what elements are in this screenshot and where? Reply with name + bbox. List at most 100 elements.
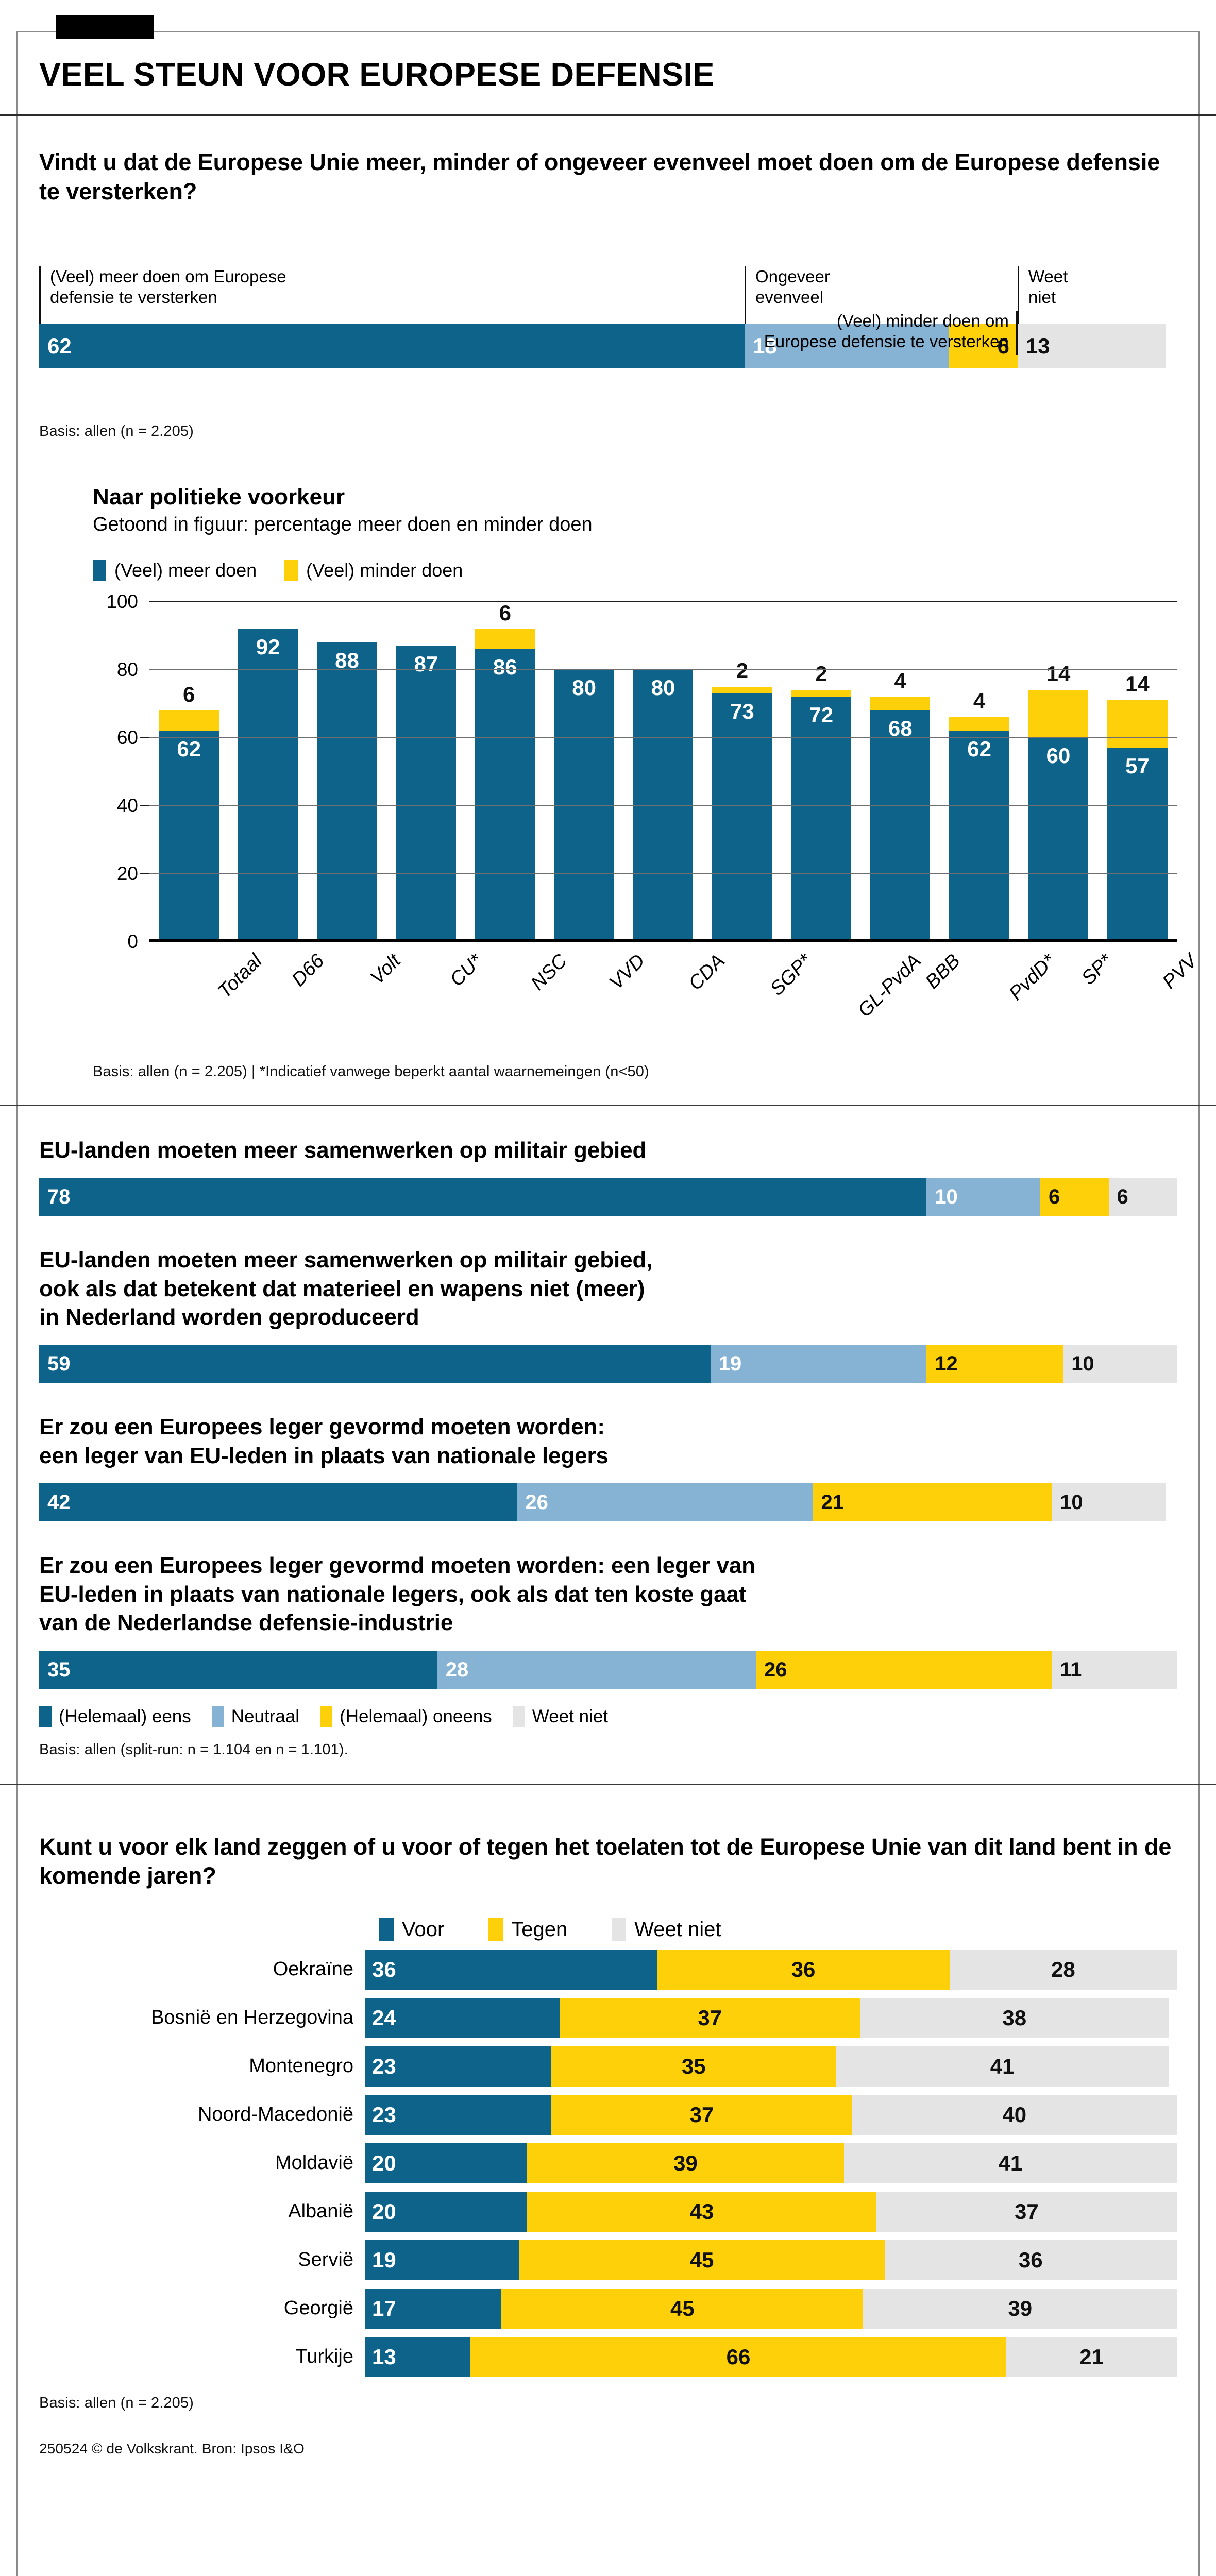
segment-eens: 42 xyxy=(39,1483,517,1522)
question-1-callouts: (Veel) meer doen om Europese defensie te… xyxy=(39,266,1177,324)
x-axis-label-cu: CU* xyxy=(446,950,487,991)
segment-voor: 20 xyxy=(365,2143,528,2184)
legend-label: Tegen xyxy=(511,1918,568,1941)
bar-stack: 92 xyxy=(238,602,298,942)
segment-value: 10 xyxy=(1060,1491,1083,1514)
segment-tegen: 37 xyxy=(551,2095,852,2136)
segment-value: 43 xyxy=(689,2199,714,2224)
segment-value: 12 xyxy=(935,1352,958,1376)
country-row: Albanië 20 43 37 xyxy=(39,2192,1177,2232)
segment-value: 17 xyxy=(372,2296,396,2321)
bar-segment-meer-doen: 62 xyxy=(159,731,219,942)
country-stacked-bar: 20 39 41 xyxy=(365,2143,1177,2184)
bar-column-cda: 80 xyxy=(623,602,702,942)
country-label: Oekraïne xyxy=(273,1958,353,1980)
segment-value: 36 xyxy=(372,1957,396,1982)
bar-column-sgp: 2 73 xyxy=(703,602,782,942)
bar-stack: 4 62 xyxy=(949,602,1009,942)
legend-item-weetniet: Weet niet xyxy=(612,1918,721,1942)
segment-tegen: 43 xyxy=(527,2192,876,2232)
x-axis-label-bbb: BBB xyxy=(921,950,965,993)
x-axis-label-vvd: VVD xyxy=(605,950,649,994)
bar-column-glpvda: 2 72 xyxy=(782,602,860,942)
segment-voor: 23 xyxy=(365,2095,552,2136)
segment-neutraal: 28 xyxy=(437,1650,756,1689)
country-stacked-bar: 13 66 21 xyxy=(365,2337,1177,2378)
question-1-title: Vindt u dat de Europese Unie meer, minde… xyxy=(39,149,1160,205)
gridline-60 xyxy=(149,737,1177,738)
bar-stack: 6 86 xyxy=(475,602,535,942)
question-1-section: Vindt u dat de Europese Unie meer, minde… xyxy=(39,116,1177,439)
country-row: Turkije 13 66 21 xyxy=(39,2337,1177,2378)
callout-minder-doen: (Veel) minder doen om Europese defensie … xyxy=(346,310,1018,355)
bar-column-pvdd: 4 62 xyxy=(940,602,1019,942)
segment-voor: 23 xyxy=(365,2046,552,2087)
legend-swatch-icon xyxy=(488,1918,503,1942)
bar-stack: 80 xyxy=(554,602,614,942)
segment-value: 10 xyxy=(935,1185,958,1209)
bar-value-minder-doen: 2 xyxy=(815,662,827,686)
statement-stacked-bar: 78 10 6 6 xyxy=(39,1178,1177,1216)
bar-value-minder-doen: 4 xyxy=(973,689,986,714)
bar-value-meer-doen: 80 xyxy=(572,675,596,700)
segment-value: 26 xyxy=(764,1658,787,1681)
question-2-subtitle: Getoond in figuur: percentage meer doen … xyxy=(93,514,593,536)
segment-oneens: 6 xyxy=(1040,1178,1109,1216)
bar-segment-minder-doen: 4 xyxy=(949,690,1009,731)
legend-label: (Veel) meer doen xyxy=(114,559,257,581)
bar-segment-minder-doen: 2 xyxy=(791,663,852,697)
country-row: Noord-Macedonië 23 37 40 xyxy=(39,2095,1177,2136)
segment-value: 37 xyxy=(698,2006,722,2030)
bar-column-sp: 14 60 xyxy=(1019,602,1097,942)
bar-segment-minder-doen: 4 xyxy=(870,670,931,710)
legend-item-tegen: Tegen xyxy=(488,1918,568,1942)
bar-column-nsc: 6 86 xyxy=(466,602,545,942)
section-divider-2 xyxy=(0,1784,1216,1785)
question-2-bars: 6 62 92 88 87 6 86 80 80 2 73 2 72 4 68 4 62 14 60 14 57 xyxy=(149,602,1177,942)
question-1-chart: (Veel) meer doen om Europese defensie te… xyxy=(39,266,1177,368)
segment-weet-niet: 10 xyxy=(1052,1483,1166,1522)
legend-item-voor: Voor xyxy=(379,1918,444,1942)
segment-tegen: 39 xyxy=(527,2143,844,2184)
legend-item-meer-doen: (Veel) meer doen xyxy=(93,559,257,581)
statement-title: EU-landen moeten meer samenwerken op mil… xyxy=(39,1137,647,1163)
masthead-black-tab xyxy=(56,15,154,39)
segment-value: 28 xyxy=(1051,1957,1075,1982)
legend-item-minder-doen: (Veel) minder doen xyxy=(284,559,463,581)
segment-value: 19 xyxy=(372,2248,396,2273)
footer-credit: 250524 © de Volkskrant. Bron: Ipsos I&O xyxy=(39,2441,305,2457)
segment-oneens: 26 xyxy=(756,1650,1052,1689)
bar-stack: 14 57 xyxy=(1107,602,1168,942)
x-axis-label-cda: CDA xyxy=(684,950,730,995)
segment-value: 78 xyxy=(47,1185,71,1209)
bar-value-minder-doen: 6 xyxy=(499,600,511,625)
x-axis-label-sgp: SGP* xyxy=(766,950,816,1000)
country-row: Moldavië 20 39 41 xyxy=(39,2143,1177,2184)
country-stacked-bar: 20 43 37 xyxy=(365,2192,1177,2232)
bar-segment-meer-doen: 92 xyxy=(238,629,298,942)
segment-value: 36 xyxy=(1018,2248,1043,2273)
segment-value: 19 xyxy=(718,1352,742,1376)
segment-value: 41 xyxy=(998,2151,1023,2176)
segment-meer-doen: 62 xyxy=(39,324,745,368)
statements-section: EU-landen moeten meer samenwerken op mil… xyxy=(39,1136,1177,1689)
bar-column-bbb: 4 68 xyxy=(861,602,940,942)
bar-value-minder-doen: 14 xyxy=(1125,672,1150,697)
legend-swatch-icon xyxy=(39,1706,52,1727)
statement-title: EU-landen moeten meer samenwerken op mil… xyxy=(39,1247,653,1330)
legend-label: (Helemaal) eens xyxy=(59,1706,191,1726)
country-label: Montenegro xyxy=(249,2055,353,2077)
segment-voor: 13 xyxy=(365,2337,470,2378)
segment-weet-niet: 39 xyxy=(863,2289,1177,2329)
segment-weet-niet: 11 xyxy=(1052,1650,1177,1689)
legend-swatch-icon xyxy=(284,559,298,581)
segment-value: 36 xyxy=(791,1957,816,1982)
country-label: Turkije xyxy=(295,2346,353,2368)
segment-neutraal: 10 xyxy=(926,1178,1041,1216)
bar-segment-minder-doen: 14 xyxy=(1107,673,1168,748)
x-axis-label-nsc: NSC xyxy=(527,950,571,995)
bar-value-meer-doen: 86 xyxy=(493,655,517,680)
segment-value: 13 xyxy=(372,2345,396,2369)
country-row: Oekraïne 36 36 28 xyxy=(39,1950,1177,1990)
bar-stack: 2 73 xyxy=(712,602,772,942)
